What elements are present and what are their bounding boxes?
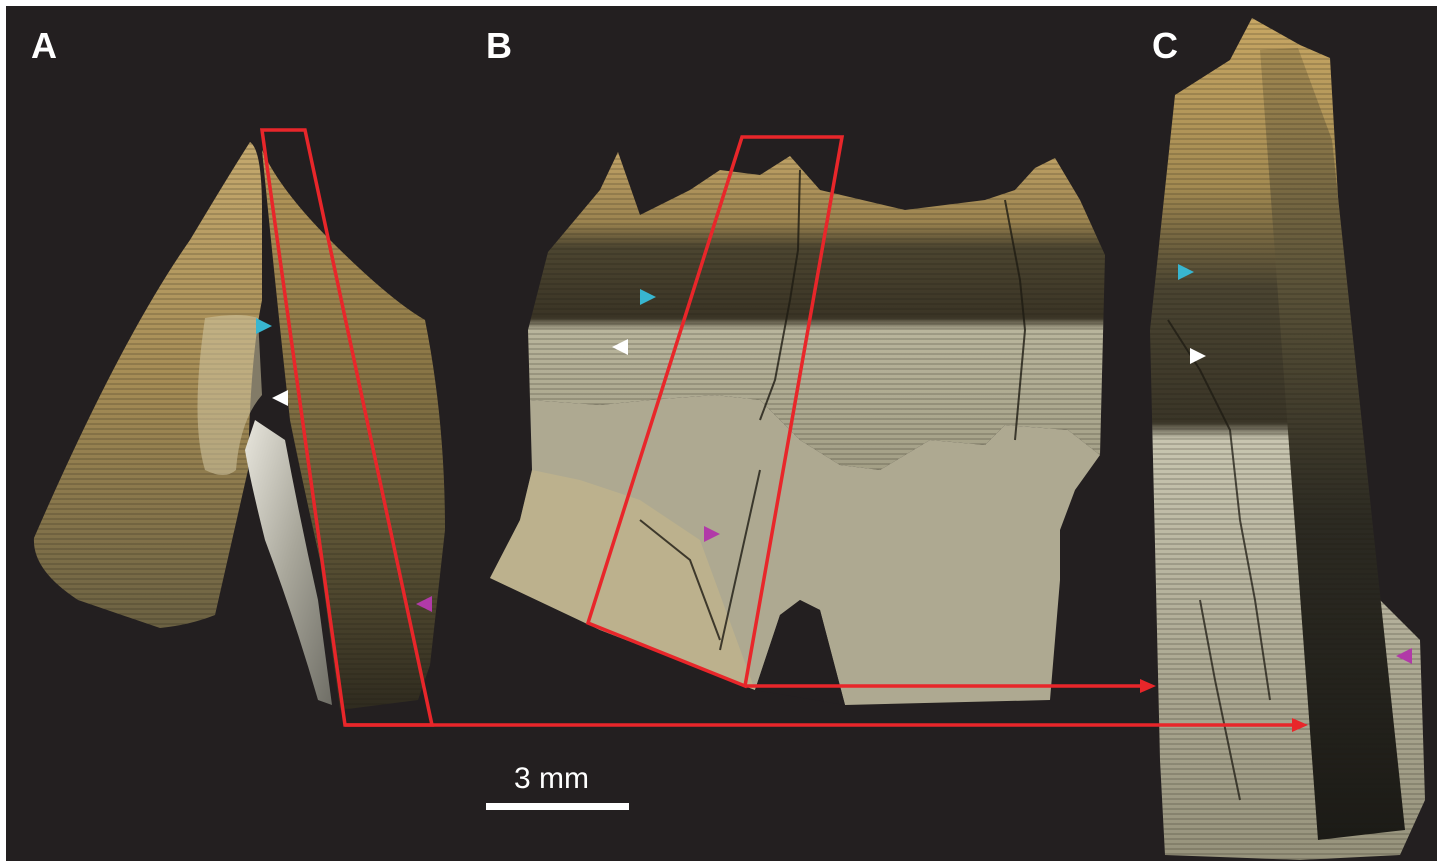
panel-a-specimen <box>33 142 445 710</box>
panel-a-cementum-patch <box>197 315 262 475</box>
white-arrowhead <box>272 390 288 406</box>
scale-bar-label: 3 mm <box>514 762 589 795</box>
image-plate: A B C 3 mm <box>6 6 1437 861</box>
panel-b-notch <box>755 600 845 705</box>
panel-c-label: C <box>1152 25 1178 66</box>
cyan-arrowhead <box>256 318 272 334</box>
white-arrowhead <box>612 339 628 355</box>
cyan-arrowhead <box>640 289 656 305</box>
magenta-arrowhead <box>704 526 720 542</box>
panel-a-enamel-left-rings <box>33 142 262 628</box>
panel-b-cracks <box>639 169 1027 651</box>
tooth-figure-svg <box>33 18 1425 860</box>
panel-b-specimen <box>490 152 1105 705</box>
white-arrowhead <box>1190 348 1206 364</box>
panel-b-crown-rings <box>528 152 1105 470</box>
cyan-arrowhead <box>1178 264 1194 280</box>
panel-a-enamel-right-rings <box>262 150 445 710</box>
panel-a-dentine <box>245 420 332 705</box>
magenta-arrowhead <box>416 596 432 612</box>
panel-b-root-shade <box>490 470 755 690</box>
panel-c-dark-strip-rings <box>1260 48 1405 840</box>
panel-b-label: B <box>486 25 512 66</box>
arrow-b-to-c-head <box>1140 679 1156 693</box>
scale-bar-line <box>486 803 629 810</box>
arrow-a-to-c-head <box>1292 718 1308 732</box>
red-outlines <box>259 128 1295 727</box>
panel-c-specimen <box>1150 18 1425 860</box>
panel-a-label: A <box>31 25 57 66</box>
magenta-arrowhead <box>1396 648 1412 664</box>
